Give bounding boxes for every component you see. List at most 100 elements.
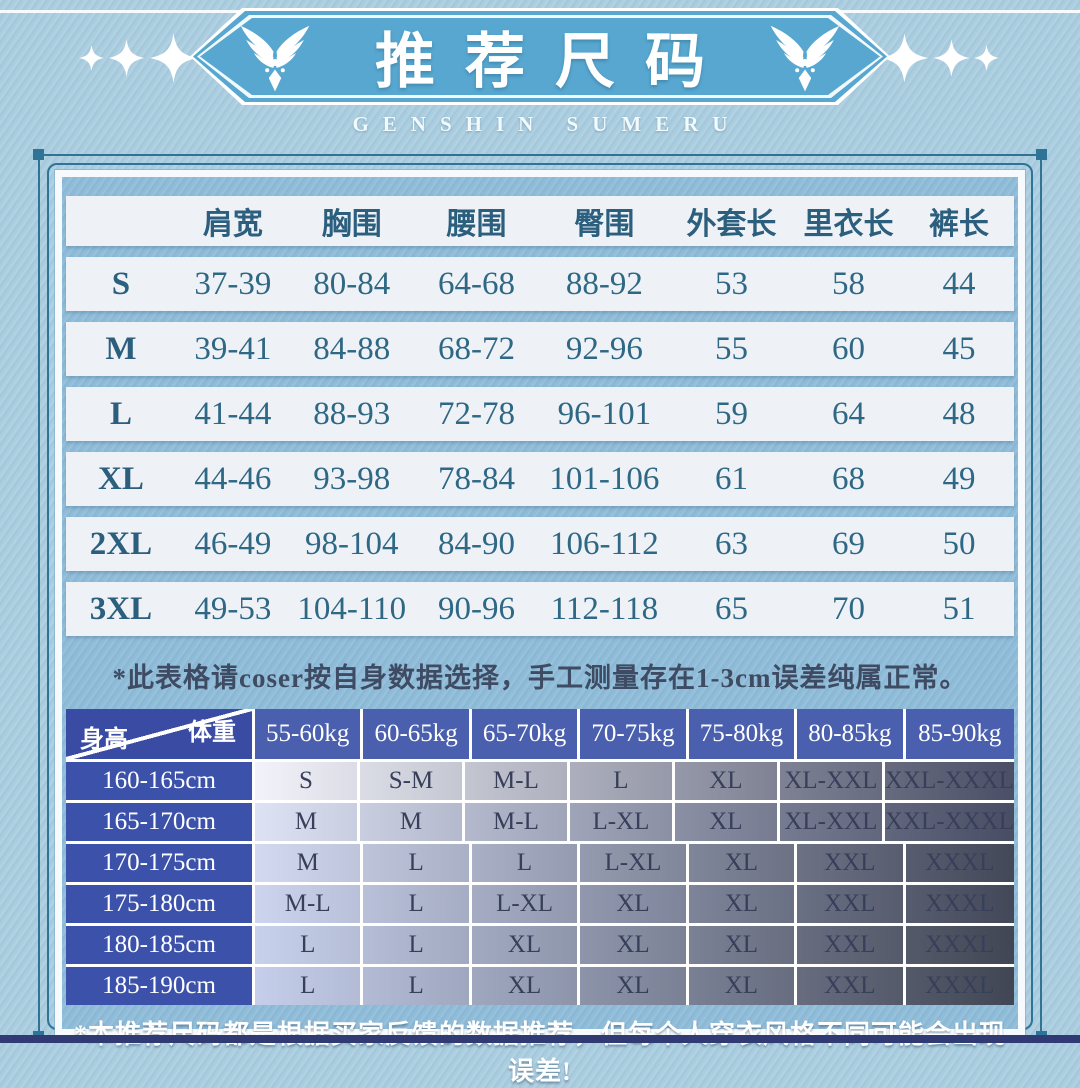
size-cell: XXL-XXXL xyxy=(884,808,1014,835)
size-label: 3XL xyxy=(89,590,153,627)
page-title: 推荐尺码 xyxy=(375,29,735,95)
table-row: M 39-41 84-88 68-72 92-96 55 60 45 xyxy=(66,322,1014,376)
size-cell: M-L xyxy=(255,885,364,923)
table-row: L 41-44 88-93 72-78 96-101 59 64 48 xyxy=(66,387,1014,441)
left-sparkles xyxy=(78,26,199,90)
weight-column-header: 70-75kg xyxy=(580,709,689,759)
size-chart-panel: 肩宽 胸围 腰围 臀围 外套长 里衣长 裤长 S 37-39 80-84 64-… xyxy=(55,170,1025,1086)
size-cell: L xyxy=(570,762,675,800)
cell-value: 84-88 xyxy=(313,330,391,367)
size-cell: M xyxy=(255,803,360,841)
size-label: XL xyxy=(98,460,144,497)
table-row: 170-175cm M L L L-XL XL XXL XXXL xyxy=(66,844,1014,882)
cell-value: 55 xyxy=(714,330,748,367)
height-weight-table: 体重 身高 55-60kg 60-65kg 65-70kg 70-75kg 75… xyxy=(66,709,1014,1005)
cell-value: 48 xyxy=(942,395,976,432)
sparkle-icon xyxy=(78,42,105,74)
column-header: 里衣长 xyxy=(803,208,894,241)
cell-value: 106-112 xyxy=(550,525,659,562)
table-row: 2XL 46-49 98-104 84-90 106-112 63 69 50 xyxy=(66,517,1014,571)
size-cell: L xyxy=(363,967,472,1005)
height-row-label: 180-185cm xyxy=(66,926,252,964)
cell-value: 49-53 xyxy=(194,590,272,627)
cell-value: 64 xyxy=(832,395,866,432)
weight-column-header: 75-80kg xyxy=(688,709,798,759)
size-cell: L xyxy=(363,844,472,882)
column-header: 胸围 xyxy=(321,208,382,241)
sparkle-icon xyxy=(973,42,1000,74)
cell-value: 59 xyxy=(714,395,748,432)
cell-value: 53 xyxy=(714,265,748,302)
cell-value: 80-84 xyxy=(313,265,391,302)
table-row: 175-180cm M-L L L-XL XL XL XXL XXXL xyxy=(66,885,1014,923)
height-row-label: 175-180cm xyxy=(66,885,252,923)
cell-value: 69 xyxy=(832,525,866,562)
cell-value: 58 xyxy=(832,265,866,302)
cell-value: 61 xyxy=(714,460,748,497)
title-banner: 推荐尺码 xyxy=(190,8,890,105)
cell-value: 92-96 xyxy=(565,330,643,367)
cell-value: 88-93 xyxy=(313,395,391,432)
size-cell: L-XL xyxy=(472,885,581,923)
cell-value: 98-104 xyxy=(305,525,399,562)
size-cell: L-XL xyxy=(580,844,689,882)
size-cell: XL xyxy=(689,967,798,1005)
size-cell: M-L xyxy=(465,762,570,800)
frame-corner-square xyxy=(1036,149,1047,160)
cell-value: 68-72 xyxy=(437,330,515,367)
cell-value: 49 xyxy=(942,460,976,497)
cell-value: 112-118 xyxy=(550,590,659,627)
frame-corner-square xyxy=(33,149,44,160)
cell-value: 90-96 xyxy=(437,590,515,627)
size-cell: XL xyxy=(689,844,798,882)
size-cell: XL xyxy=(472,967,581,1005)
cell-value: 45 xyxy=(942,330,976,367)
weight-column-header: 55-60kg xyxy=(255,709,364,759)
cell-value: 37-39 xyxy=(194,265,272,302)
table-row: 160-165cm S S-M M-L L XL XL-XXL XXL-XXXL xyxy=(66,762,1014,800)
cell-value: 50 xyxy=(942,525,976,562)
size-cell: L xyxy=(363,885,472,923)
size-cell: XXL-XXXL xyxy=(884,767,1014,794)
table-row: 185-190cm L L XL XL XL XXL XXXL xyxy=(66,967,1014,1005)
size-label: 2XL xyxy=(89,525,153,562)
size-cell: XXXL xyxy=(925,972,995,999)
height-row-label: 160-165cm xyxy=(66,762,252,800)
cell-value: 65 xyxy=(714,590,748,627)
size-cell: XL xyxy=(472,926,581,964)
size-cell: M-L xyxy=(465,803,570,841)
size-cell: XL-XXL xyxy=(780,762,885,800)
cell-value: 72-78 xyxy=(437,395,515,432)
weight-column-header: 85-90kg xyxy=(905,709,1014,759)
size-cell: L xyxy=(255,967,364,1005)
size-cell: XXL xyxy=(797,967,906,1005)
size-cell: XXXL xyxy=(925,849,995,876)
size-cell: XL xyxy=(689,885,798,923)
weight-column-header: 60-65kg xyxy=(363,709,472,759)
cell-value: 51 xyxy=(942,590,976,627)
cell-value: 44 xyxy=(942,265,976,302)
table-row: 3XL 49-53 104-110 90-96 112-118 65 70 51 xyxy=(66,582,1014,636)
cell-value: 96-101 xyxy=(557,395,652,432)
height-weight-header: 体重 身高 55-60kg 60-65kg 65-70kg 70-75kg 75… xyxy=(66,709,1014,759)
size-cell: XXXL xyxy=(925,931,995,958)
height-row-label: 185-190cm xyxy=(66,967,252,1005)
sumeru-emblem-icon xyxy=(766,16,844,98)
size-cell: XXL xyxy=(797,926,906,964)
size-label: L xyxy=(109,395,132,432)
size-label: M xyxy=(105,330,137,367)
size-cell: XL xyxy=(580,967,689,1005)
size-cell: XL xyxy=(675,803,780,841)
height-axis-label: 身高 xyxy=(80,727,128,753)
cell-value: 63 xyxy=(714,525,748,562)
size-cell: XL xyxy=(689,926,798,964)
cell-value: 39-41 xyxy=(194,330,272,367)
size-cell: L xyxy=(363,926,472,964)
size-cell: M xyxy=(360,803,465,841)
measurement-note: *此表格请coser按自身数据选择，手工测量存在1-3cm误差纯属正常。 xyxy=(112,663,968,693)
size-cell: XXL xyxy=(797,885,906,923)
cell-value: 64-68 xyxy=(437,265,515,302)
height-row-label: 170-175cm xyxy=(66,844,252,882)
cell-value: 101-106 xyxy=(549,460,660,497)
column-header: 肩宽 xyxy=(202,208,263,241)
